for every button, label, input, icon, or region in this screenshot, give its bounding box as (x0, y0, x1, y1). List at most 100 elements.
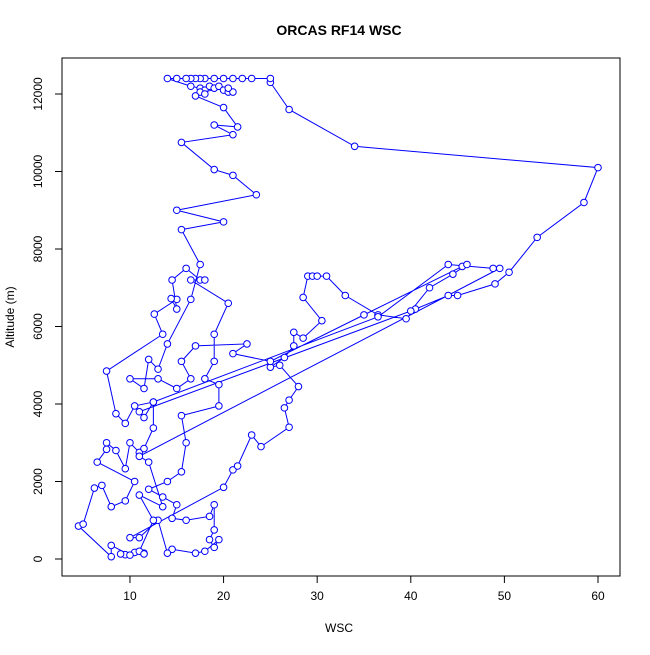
data-point (210, 165, 219, 174)
data-point (247, 431, 256, 439)
data-line (77, 77, 599, 558)
data-point (201, 90, 209, 98)
y-tick-label: 4000 (31, 390, 45, 417)
data-point (491, 280, 499, 288)
data-point (374, 313, 382, 321)
data-point (172, 74, 181, 83)
data-point (98, 481, 106, 490)
data-point (177, 357, 186, 366)
data-point (182, 516, 190, 525)
data-point (341, 291, 350, 300)
data-point (299, 293, 307, 302)
data-point (182, 438, 190, 447)
data-point (107, 552, 116, 561)
data-point (149, 516, 158, 525)
data-point (275, 361, 284, 370)
data-point (167, 294, 175, 303)
data-point (280, 353, 289, 362)
data-point (233, 462, 242, 470)
data-point (224, 299, 233, 308)
data-point (229, 171, 237, 180)
data-point (130, 402, 139, 410)
y-tick-label: 12000 (31, 77, 45, 111)
data-point (107, 502, 116, 511)
x-tick-label: 50 (498, 589, 512, 603)
data-point (79, 520, 87, 528)
data-point (121, 497, 130, 505)
chart-title: ORCAS RF14 WSC (276, 22, 401, 38)
data-point (449, 270, 457, 278)
data-point (425, 283, 434, 292)
data-point (229, 349, 237, 358)
data-point (285, 423, 293, 432)
data-point (158, 330, 167, 339)
data-point (210, 330, 219, 339)
data-point (135, 452, 144, 461)
data-point (201, 276, 209, 284)
data-point (172, 500, 181, 509)
data-point (172, 305, 181, 313)
x-tick-label: 10 (123, 589, 137, 603)
data-point (205, 535, 214, 544)
data-point (144, 485, 153, 494)
y-tick-label: 10000 (31, 154, 45, 188)
data-point (215, 535, 223, 544)
data-point (215, 402, 223, 410)
data-point (163, 340, 172, 348)
data-point (126, 533, 134, 542)
data-point (172, 384, 181, 393)
data-point (121, 419, 130, 428)
data-point (187, 82, 195, 91)
data-point (201, 547, 209, 556)
data-point (294, 382, 303, 391)
data-point (126, 438, 134, 447)
data-point (177, 138, 186, 147)
data-point (187, 295, 195, 304)
data-point (90, 484, 99, 492)
data-point (219, 483, 228, 492)
data-point (505, 268, 513, 277)
data-point (187, 375, 195, 383)
data-point (140, 550, 148, 558)
data-point (158, 493, 167, 501)
data-point (219, 74, 228, 83)
data-point (140, 444, 148, 453)
data-point (135, 491, 144, 499)
data-point (247, 74, 256, 83)
data-point (219, 218, 228, 226)
data-point (210, 526, 219, 534)
data-point (322, 272, 331, 280)
data-point (280, 404, 289, 412)
data-point (289, 328, 298, 337)
data-point (107, 541, 116, 550)
data-point (154, 365, 162, 373)
data-point (266, 357, 275, 366)
data-point (172, 206, 181, 215)
data-point (252, 190, 261, 199)
data-point (210, 74, 219, 83)
data-point (182, 264, 190, 273)
data-point (168, 514, 176, 523)
data-point (135, 407, 144, 416)
x-tick-label: 60 (591, 589, 605, 603)
data-point (144, 458, 153, 466)
y-tick-label: 2000 (31, 468, 45, 495)
y-tick-label: 8000 (31, 235, 45, 262)
data-point (102, 367, 111, 375)
data-point (285, 396, 293, 404)
data-point (112, 409, 120, 418)
data-point (215, 380, 223, 389)
data-point (150, 310, 159, 318)
data-point (289, 342, 298, 350)
data-point (350, 142, 359, 151)
data-point (102, 445, 111, 454)
data-point (144, 355, 153, 364)
data-point (191, 342, 200, 350)
data-point (116, 550, 125, 558)
data-point (229, 74, 237, 83)
data-point (158, 502, 167, 511)
data-point (163, 477, 172, 486)
data-point (285, 105, 293, 114)
data-point (177, 411, 186, 420)
x-tick-label: 20 (217, 589, 231, 603)
